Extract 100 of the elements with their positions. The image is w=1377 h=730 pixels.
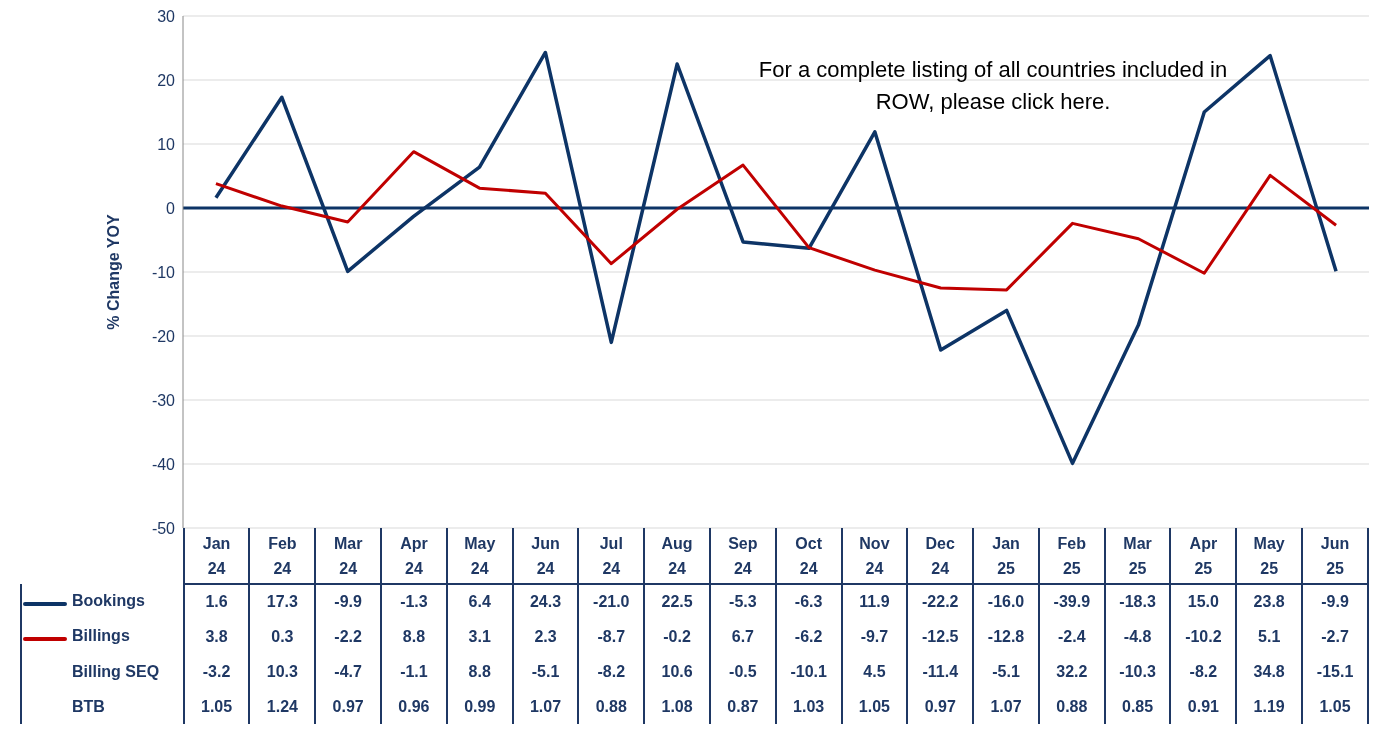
data-label: -4.8 [1104, 619, 1171, 654]
data-label: -2.2 [315, 619, 382, 654]
x-tick-label: Jul 24 [578, 528, 645, 584]
text: 10.3 [266, 662, 298, 680]
y-tick-label: -40 [151, 455, 176, 473]
text: 0.99 [464, 697, 496, 715]
y-tick-label: 20 [157, 71, 176, 89]
text: -10.1 [790, 662, 827, 680]
text: 4.5 [863, 662, 886, 680]
text: -5.1 [992, 662, 1020, 680]
data-label: -2.4 [1038, 619, 1105, 654]
data-label: 24.3 [512, 584, 579, 619]
data-label: -6.3 [775, 584, 842, 619]
data-label: 3.1 [446, 619, 513, 654]
data-label: -21.0 [578, 584, 645, 619]
data-label: 5.1 [1236, 619, 1303, 654]
text: -11.4 [922, 662, 959, 680]
text: -15.1 [1316, 662, 1354, 680]
x-tick-label: Jan 25 [973, 528, 1039, 584]
text: 0.91 [1187, 697, 1219, 715]
data-label: -6.2 [775, 619, 842, 654]
data-label: -12.5 [907, 619, 974, 654]
y-tick-label: -30 [151, 391, 176, 409]
text: -3.2 [202, 662, 231, 680]
text: Billing SEQ [72, 662, 160, 680]
data-label: -8.7 [578, 619, 645, 654]
y-axis-title: % Change YOY [104, 214, 122, 330]
data-label: 3.8 [183, 619, 250, 654]
data-label: 22.5 [644, 584, 710, 619]
data-label: 17.3 [249, 584, 316, 619]
data-label: 8.8 [381, 619, 447, 654]
text: 32.2 [1056, 662, 1088, 680]
x-tick-label: Jan 24 [183, 528, 250, 584]
data-label: -9.9 [1302, 584, 1368, 619]
text: -0.5 [729, 662, 757, 680]
text: 0.85 [1122, 697, 1154, 715]
y-tick-label: -20 [151, 327, 176, 345]
text: BTB [72, 697, 105, 715]
data-label: -12.8 [973, 619, 1039, 654]
text: -4.7 [334, 662, 362, 680]
text: 0.88 [595, 697, 627, 715]
text: -1.1 [400, 662, 428, 680]
data-label: 11.9 [841, 584, 908, 619]
y-tick-label: -50 [151, 519, 176, 537]
x-tick-label: Apr 25 [1170, 528, 1237, 584]
y-tick-label: 30 [157, 7, 176, 25]
legend-label: Bookings [72, 592, 145, 610]
data-label: -9.9 [315, 584, 382, 619]
text: 0.97 [332, 697, 364, 715]
data-label: -2.7 [1302, 619, 1368, 654]
x-tick-label: May 24 [446, 528, 513, 584]
data-label: -9.7 [841, 619, 908, 654]
data-label: -16.0 [973, 584, 1039, 619]
text: 0.97 [924, 697, 956, 715]
text: 1.24 [266, 697, 298, 715]
legend-label: Billings [72, 627, 130, 645]
data-label: -18.3 [1104, 584, 1171, 619]
x-tick-label: Apr 24 [381, 528, 447, 584]
text: 1.05 [1319, 697, 1351, 715]
text: 10.6 [661, 662, 693, 680]
text: -10.3 [1119, 662, 1156, 680]
data-label: -10.2 [1170, 619, 1237, 654]
data-label: -22.2 [907, 584, 974, 619]
text: -8.2 [1189, 662, 1218, 680]
text: 1.07 [529, 697, 562, 715]
x-tick-label: Nov 24 [841, 528, 908, 584]
text: -5.1 [531, 662, 560, 680]
y-tick-label: 10 [157, 135, 176, 153]
data-label: 6.7 [709, 619, 776, 654]
text: 0.96 [398, 697, 430, 715]
data-label: 15.0 [1170, 584, 1237, 619]
data-label: 6.4 [446, 584, 513, 619]
text: -8.2 [597, 662, 626, 680]
x-tick-label: Aug 24 [644, 528, 710, 584]
text: 1.07 [990, 697, 1022, 715]
x-tick-label: Jun 25 [1302, 528, 1368, 584]
x-tick-label: Jun 24 [512, 528, 579, 584]
x-tick-label: Dec 24 [907, 528, 974, 584]
x-tick-label: May 25 [1236, 528, 1303, 584]
text: 34.8 [1253, 662, 1285, 680]
annotation: For a complete listing of all countries included in ROW, please click here. [757, 56, 1229, 116]
x-tick-label: Feb 25 [1038, 528, 1105, 584]
x-tick-label: Mar 25 [1104, 528, 1171, 584]
data-label: 0.3 [249, 619, 316, 654]
text: 8.8 [468, 662, 491, 680]
text: 0.87 [727, 697, 759, 715]
data-label: -39.9 [1038, 584, 1105, 619]
data-label: 1.6 [183, 584, 250, 619]
text: 1.08 [661, 697, 693, 715]
text: 1.05 [201, 697, 233, 715]
y-tick-label: 0 [166, 199, 176, 217]
x-tick-label: Mar 24 [315, 528, 382, 584]
x-tick-label: Feb 24 [249, 528, 316, 584]
text: 1.05 [858, 697, 890, 715]
data-label: -1.3 [381, 584, 447, 619]
text: 0.88 [1056, 697, 1088, 715]
x-tick-label: Sep 24 [709, 528, 776, 584]
x-tick-label: Oct 24 [775, 528, 842, 584]
text: 1.03 [793, 697, 825, 715]
data-label: 23.8 [1236, 584, 1303, 619]
